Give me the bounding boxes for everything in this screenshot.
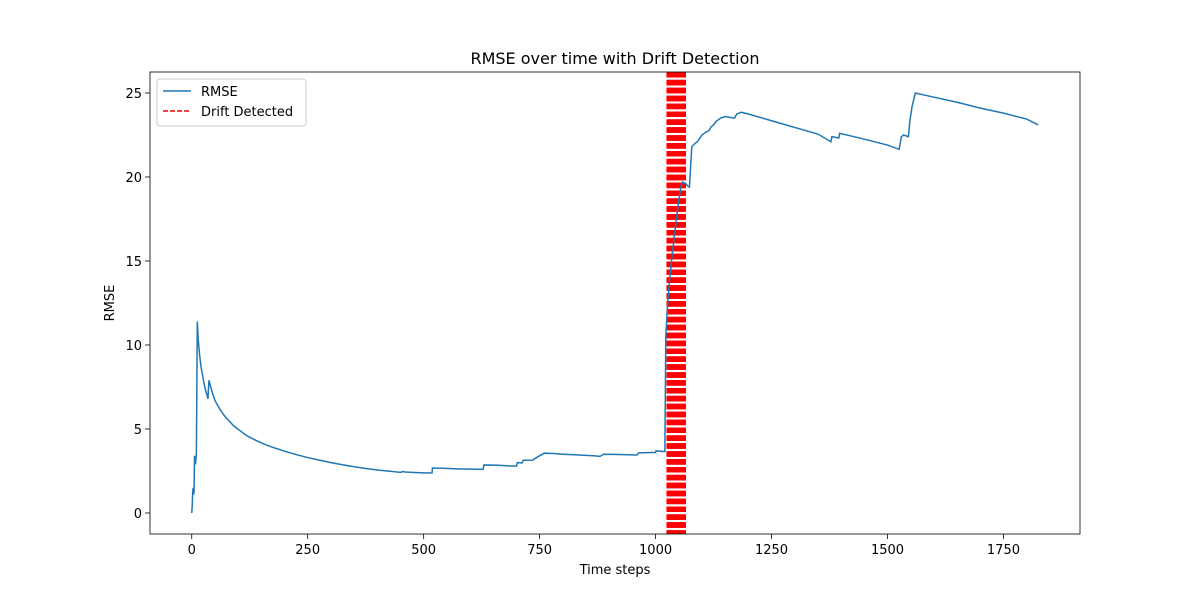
y-tick-label-2: 10 bbox=[125, 339, 142, 354]
plot-area bbox=[191, 72, 1039, 534]
y-tick-label-5: 25 bbox=[125, 87, 142, 102]
y-axis-ticks: 0 5 10 15 20 25 bbox=[125, 87, 150, 522]
legend: RMSE Drift Detected bbox=[156, 78, 307, 127]
legend-rmse-label: RMSE bbox=[201, 85, 238, 100]
y-tick-label-0: 0 bbox=[134, 507, 142, 522]
x-tick-label-7: 1750 bbox=[987, 543, 1020, 558]
chart-title: RMSE over time with Drift Detection bbox=[470, 49, 759, 68]
y-tick-label-3: 15 bbox=[125, 255, 142, 270]
x-tick-label-1: 250 bbox=[295, 543, 320, 558]
x-tick-label-6: 1500 bbox=[871, 543, 904, 558]
drift-lines bbox=[666, 72, 687, 534]
y-axis-label: RMSE bbox=[103, 285, 118, 322]
x-tick-label-5: 1250 bbox=[755, 543, 788, 558]
x-tick-label-3: 750 bbox=[527, 543, 552, 558]
y-tick-label-4: 20 bbox=[125, 171, 142, 186]
series-rmse-line bbox=[191, 92, 1039, 514]
x-tick-label-2: 500 bbox=[411, 543, 436, 558]
x-tick-label-0: 0 bbox=[188, 543, 196, 558]
plot-frame bbox=[149, 71, 1081, 535]
legend-box bbox=[156, 78, 307, 127]
legend-drift-label: Drift Detected bbox=[201, 105, 293, 120]
x-tick-label-4: 1000 bbox=[639, 543, 672, 558]
x-axis-label: Time steps bbox=[579, 563, 651, 578]
y-tick-label-1: 5 bbox=[134, 423, 142, 438]
x-axis-ticks: 0 250 500 750 1000 1250 1500 1750 bbox=[188, 534, 1020, 558]
